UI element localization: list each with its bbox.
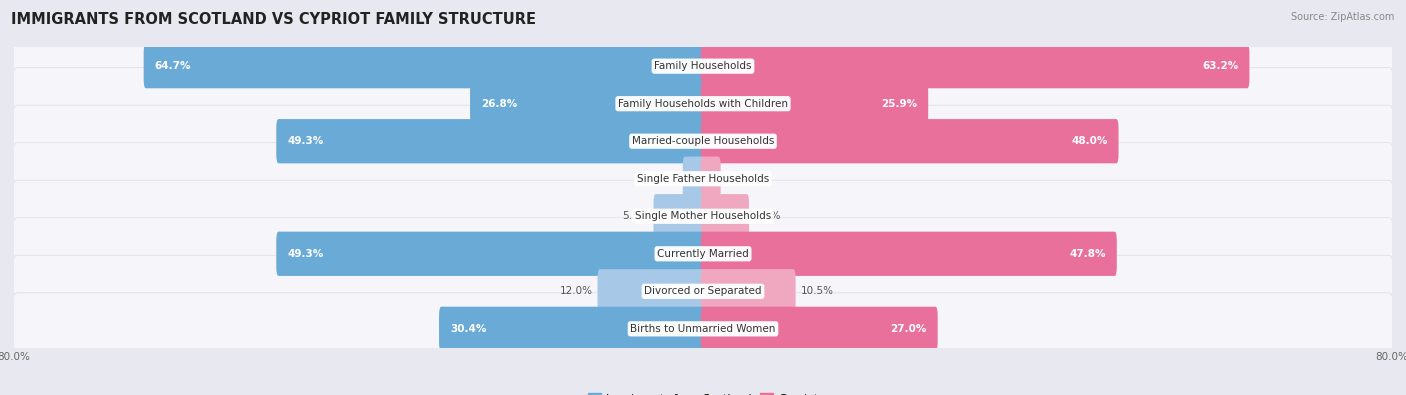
Text: Family Households: Family Households [654,61,752,71]
Text: Single Father Households: Single Father Households [637,174,769,184]
Text: 27.0%: 27.0% [890,324,927,334]
Text: 30.4%: 30.4% [450,324,486,334]
Text: 5.5%: 5.5% [623,211,648,221]
FancyBboxPatch shape [700,156,721,201]
FancyBboxPatch shape [700,81,928,126]
FancyBboxPatch shape [13,105,1393,177]
Text: 2.1%: 2.1% [651,174,678,184]
Text: Divorced or Separated: Divorced or Separated [644,286,762,296]
Text: Married-couple Households: Married-couple Households [631,136,775,146]
FancyBboxPatch shape [700,231,1116,276]
FancyBboxPatch shape [700,44,1250,88]
FancyBboxPatch shape [700,269,796,314]
FancyBboxPatch shape [13,218,1393,290]
Text: 49.3%: 49.3% [287,136,323,146]
Legend: Immigrants from Scotland, Cypriot: Immigrants from Scotland, Cypriot [583,389,823,395]
Text: 5.1%: 5.1% [754,211,780,221]
FancyBboxPatch shape [700,194,749,239]
FancyBboxPatch shape [13,255,1393,327]
Text: 49.3%: 49.3% [287,249,323,259]
Text: 1.8%: 1.8% [725,174,752,184]
FancyBboxPatch shape [439,307,706,351]
Text: 10.5%: 10.5% [800,286,834,296]
FancyBboxPatch shape [598,269,706,314]
FancyBboxPatch shape [143,44,706,88]
FancyBboxPatch shape [277,119,706,164]
Text: IMMIGRANTS FROM SCOTLAND VS CYPRIOT FAMILY STRUCTURE: IMMIGRANTS FROM SCOTLAND VS CYPRIOT FAMI… [11,12,536,27]
Text: 47.8%: 47.8% [1070,249,1107,259]
Text: Currently Married: Currently Married [657,249,749,259]
FancyBboxPatch shape [13,30,1393,102]
FancyBboxPatch shape [13,143,1393,215]
Text: 25.9%: 25.9% [882,99,918,109]
FancyBboxPatch shape [277,231,706,276]
FancyBboxPatch shape [700,307,938,351]
Text: 12.0%: 12.0% [560,286,593,296]
FancyBboxPatch shape [470,81,706,126]
FancyBboxPatch shape [13,293,1393,365]
Text: 63.2%: 63.2% [1202,61,1239,71]
Text: 26.8%: 26.8% [481,99,517,109]
FancyBboxPatch shape [683,156,706,201]
Text: Family Households with Children: Family Households with Children [619,99,787,109]
FancyBboxPatch shape [13,68,1393,140]
Text: 64.7%: 64.7% [155,61,191,71]
Text: Source: ZipAtlas.com: Source: ZipAtlas.com [1291,12,1395,22]
FancyBboxPatch shape [13,180,1393,252]
FancyBboxPatch shape [700,119,1119,164]
Text: Single Mother Households: Single Mother Households [636,211,770,221]
Text: 48.0%: 48.0% [1071,136,1108,146]
Text: Births to Unmarried Women: Births to Unmarried Women [630,324,776,334]
FancyBboxPatch shape [654,194,706,239]
